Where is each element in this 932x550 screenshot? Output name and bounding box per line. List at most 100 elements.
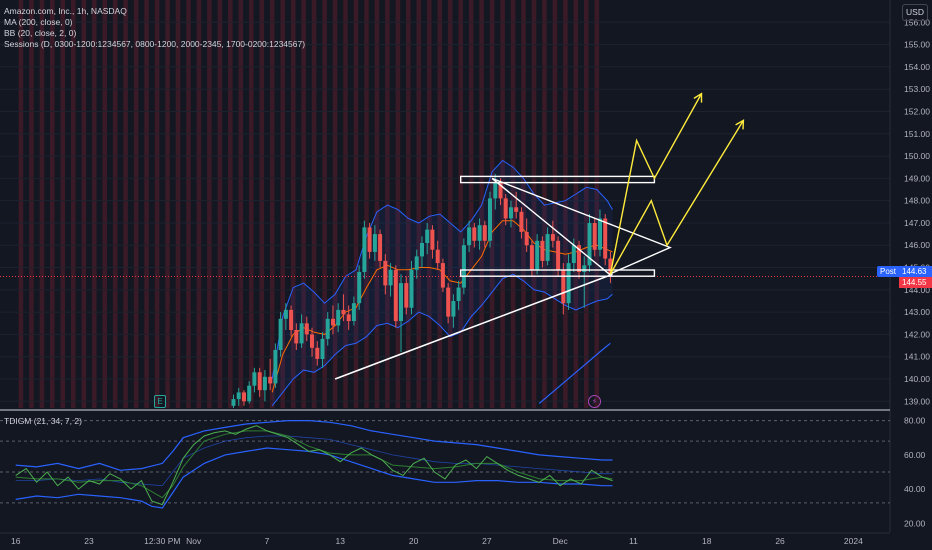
tdi-lower-band <box>15 447 613 509</box>
candle-body <box>545 234 550 261</box>
tdi-tick-label: 20.00 <box>904 518 926 528</box>
candle-body <box>294 330 299 344</box>
projection-arrow-2-head <box>735 119 745 130</box>
session-stripe <box>29 0 34 408</box>
candle-body <box>299 323 304 344</box>
session-stripe <box>563 0 568 408</box>
session-stripe <box>353 0 359 408</box>
candlesticks[interactable] <box>231 173 613 408</box>
price-tick-label: 151.00 <box>904 129 930 139</box>
session-stripe <box>259 0 265 408</box>
bollinger-bands <box>0 159 890 407</box>
session-stripe <box>60 0 66 408</box>
tdi-oscillator[interactable]: 20.00 40.00 60.00 80.00 <box>0 416 926 529</box>
session-stripe <box>584 0 589 408</box>
earnings-icon[interactable]: E <box>154 395 166 408</box>
session-stripe <box>489 0 495 408</box>
symbol-title[interactable]: Amazon.com, Inc., 1h, NASDAQ <box>4 6 127 16</box>
session-stripe <box>594 0 600 408</box>
session-stripe <box>290 0 296 408</box>
currency-button[interactable]: USD <box>902 4 928 21</box>
time-tick-label: 11 <box>629 536 638 546</box>
time-tick-label: 26 <box>775 536 785 546</box>
tdi-tick-label: 60.00 <box>904 450 926 460</box>
support-box <box>460 269 656 277</box>
oscillator-legend[interactable]: TDIGM (21, 34, 7, 2) <box>4 416 82 426</box>
price-tick-label: 152.00 <box>904 106 930 116</box>
candle-body <box>446 287 451 317</box>
session-stripe <box>322 0 327 408</box>
price-tick-label: 144.00 <box>904 285 930 295</box>
session-stripe <box>144 0 149 408</box>
candle-body <box>451 301 456 317</box>
time-tick-label: 23 <box>84 536 94 546</box>
session-stripe <box>301 0 306 408</box>
session-stripe <box>217 0 223 408</box>
session-stripe <box>133 0 139 408</box>
session-stripe <box>123 0 128 408</box>
candle-body <box>420 243 424 257</box>
candle-body <box>582 265 587 272</box>
candle-body <box>310 334 314 348</box>
candle-body <box>372 234 377 252</box>
session-stripe <box>175 0 181 408</box>
price-tick-label: 156.00 <box>904 17 930 27</box>
candle-body <box>566 263 571 304</box>
session-stripe <box>406 0 411 408</box>
candle-body <box>608 258 613 277</box>
session-stripe <box>468 0 474 408</box>
candle-body <box>540 240 545 261</box>
indicator-sessions[interactable]: Sessions (D, 0300-1200:1234567, 0800-120… <box>4 39 306 49</box>
candle-body <box>351 303 356 321</box>
candle-body <box>598 218 602 250</box>
session-stripe <box>39 0 45 408</box>
candle-body <box>488 198 492 241</box>
session-stripe <box>552 0 558 408</box>
candle-body <box>556 240 561 270</box>
projection-arrow-1-head <box>693 92 703 103</box>
tdi-signal-line <box>15 430 613 499</box>
session-stripe <box>238 0 244 408</box>
indicator-bb[interactable]: BB (20, close, 2, 0) <box>4 28 77 38</box>
tdi-upper-band <box>15 420 613 471</box>
candle-body <box>357 272 362 304</box>
price-tick-label: 153.00 <box>904 84 930 94</box>
session-stripe <box>416 0 422 408</box>
chart-legend: Amazon.com, Inc., 1h, NASDAQ MA (200, cl… <box>4 6 305 50</box>
candle-body <box>461 245 466 288</box>
candle-body <box>587 223 592 266</box>
indicator-ma[interactable]: MA (200, close, 0) <box>4 17 73 27</box>
last-price: 144.55 <box>899 277 932 288</box>
price-tick-label: 150.00 <box>904 151 930 161</box>
post-market-price: 144.63 <box>899 266 932 277</box>
candle-body <box>456 287 461 301</box>
session-stripe <box>91 0 97 408</box>
session-stripe <box>531 0 537 408</box>
session-stripe <box>165 0 170 408</box>
session-stripes <box>18 0 600 408</box>
support-trendline <box>334 273 613 380</box>
drawings[interactable] <box>334 92 745 380</box>
candle-body <box>493 182 498 199</box>
candle-body <box>577 245 581 272</box>
candle-body <box>435 249 440 264</box>
time-tick-label: 27 <box>482 536 492 546</box>
price-tick-label: 140.00 <box>904 374 930 384</box>
session-stripe <box>458 0 463 408</box>
time-tick-label: Dec <box>553 536 569 546</box>
session-stripe <box>102 0 107 408</box>
candle-body <box>561 269 566 304</box>
time-axis[interactable]: 16 23 12:30 PM Nov 7 13 20 27 Dec 11 18 26 2024 <box>11 536 863 546</box>
time-tick-label: 16 <box>11 536 21 546</box>
candle-body <box>440 263 445 288</box>
session-stripe <box>332 0 338 408</box>
candle-body <box>242 392 246 402</box>
session-stripe <box>447 0 453 408</box>
price-gridlines <box>0 21 890 402</box>
session-stripe <box>343 0 348 408</box>
candle-body <box>509 207 513 219</box>
candle-body <box>325 318 330 339</box>
flash-event-icon[interactable]: ⚡ <box>588 395 601 408</box>
candle-body <box>320 338 325 359</box>
